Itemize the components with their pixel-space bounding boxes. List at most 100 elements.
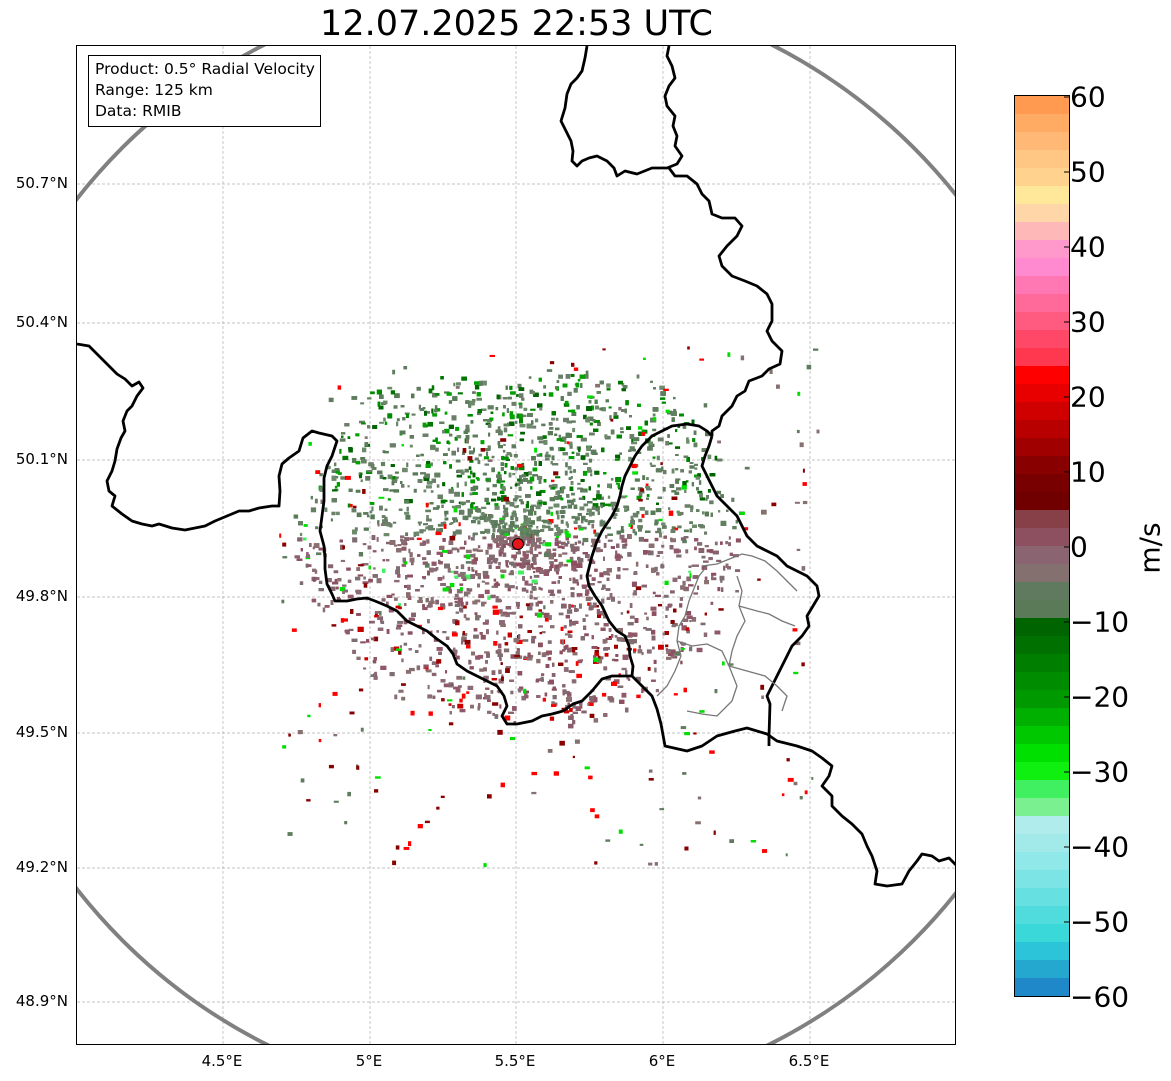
velocity-pixel <box>725 541 728 545</box>
velocity-pixel <box>728 536 731 540</box>
velocity-pixel <box>544 617 549 622</box>
velocity-pixel <box>711 575 714 580</box>
velocity-pixel <box>473 447 475 453</box>
velocity-pixel <box>473 553 476 558</box>
velocity-pixel <box>567 702 570 707</box>
velocity-pixel <box>469 492 473 496</box>
velocity-pixel <box>564 530 569 535</box>
velocity-pixel <box>544 454 551 458</box>
velocity-pixel <box>538 678 543 682</box>
velocity-pixel <box>498 643 502 649</box>
velocity-pixel <box>597 614 601 618</box>
velocity-pixel <box>628 678 631 681</box>
velocity-pixel <box>449 711 452 715</box>
velocity-pixel <box>453 507 458 513</box>
velocity-pixel <box>588 607 593 611</box>
velocity-pixel <box>507 586 511 592</box>
velocity-pixel <box>467 566 471 571</box>
velocity-pixel <box>725 563 729 568</box>
velocity-pixel <box>504 642 509 646</box>
velocity-pixel <box>452 619 458 624</box>
velocity-pixel <box>569 486 574 491</box>
velocity-pixel <box>649 462 653 465</box>
velocity-pixel <box>701 448 707 452</box>
velocity-pixel <box>691 482 694 487</box>
velocity-pixel <box>581 710 587 714</box>
velocity-pixel <box>314 577 320 581</box>
velocity-pixel <box>620 495 626 499</box>
velocity-pixel <box>409 424 412 429</box>
velocity-pixel <box>543 392 547 396</box>
velocity-pixel <box>429 656 433 661</box>
velocity-pixel <box>503 636 506 640</box>
velocity-pixel <box>378 405 384 410</box>
velocity-pixel <box>694 474 698 478</box>
velocity-pixel <box>500 623 506 627</box>
velocity-pixel <box>558 662 564 666</box>
velocity-pixel <box>342 618 348 622</box>
velocity-pixel <box>688 570 691 573</box>
velocity-pixel <box>668 603 673 607</box>
velocity-pixel <box>539 453 543 457</box>
velocity-pixel <box>541 652 547 658</box>
velocity-pixel <box>571 679 577 684</box>
velocity-pixel <box>426 515 429 520</box>
velocity-pixel <box>455 566 459 569</box>
velocity-pixel <box>331 624 337 627</box>
velocity-pixel <box>570 587 575 590</box>
velocity-pixel <box>294 555 300 559</box>
velocity-pixel <box>520 530 523 535</box>
velocity-pixel <box>509 539 514 544</box>
velocity-pixel <box>575 382 580 388</box>
velocity-pixel <box>502 412 505 417</box>
velocity-pixel <box>568 477 572 480</box>
velocity-pixel <box>538 479 542 484</box>
velocity-pixel <box>614 555 620 559</box>
velocity-pixel <box>614 644 618 649</box>
velocity-pixel <box>448 602 451 607</box>
velocity-pixel <box>633 590 637 595</box>
velocity-pixel <box>444 563 450 569</box>
velocity-pixel <box>569 556 574 562</box>
velocity-pixel <box>532 467 538 472</box>
velocity-pixel <box>395 569 400 575</box>
velocity-pixel <box>324 605 330 608</box>
velocity-pixel <box>517 383 522 389</box>
velocity-pixel <box>457 469 461 473</box>
velocity-pixel <box>652 428 657 432</box>
map-frame[interactable] <box>76 45 956 1045</box>
velocity-pixel <box>492 527 496 533</box>
velocity-pixel <box>573 469 576 473</box>
velocity-pixel <box>592 452 598 455</box>
velocity-pixel <box>652 591 656 595</box>
velocity-pixel <box>571 451 575 454</box>
velocity-pixel <box>544 692 548 697</box>
velocity-pixel <box>436 441 441 444</box>
radar-map[interactable] <box>77 46 956 1045</box>
velocity-pixel <box>554 524 559 528</box>
velocity-pixel <box>663 594 669 598</box>
velocity-pixel <box>523 515 526 520</box>
velocity-pixel <box>685 480 689 483</box>
velocity-pixel <box>662 487 666 492</box>
velocity-pixel <box>561 603 567 609</box>
velocity-pixel <box>607 696 613 701</box>
velocity-pixel <box>468 466 472 470</box>
velocity-pixel <box>542 697 546 702</box>
velocity-pixel <box>346 567 351 571</box>
velocity-pixel <box>477 583 480 588</box>
velocity-pixel <box>442 587 449 592</box>
velocity-pixel <box>545 452 548 456</box>
velocity-pixel <box>603 543 607 548</box>
velocity-pixel <box>537 499 542 502</box>
velocity-pixel <box>517 605 520 609</box>
velocity-pixel <box>578 447 581 452</box>
velocity-pixel <box>416 665 421 671</box>
velocity-pixel <box>461 638 467 642</box>
velocity-pixel <box>501 569 507 573</box>
velocity-pixel <box>436 647 443 651</box>
velocity-pixel <box>693 592 699 595</box>
velocity-pixel <box>428 525 434 531</box>
velocity-pixel <box>511 512 514 516</box>
velocity-pixel <box>512 473 516 476</box>
